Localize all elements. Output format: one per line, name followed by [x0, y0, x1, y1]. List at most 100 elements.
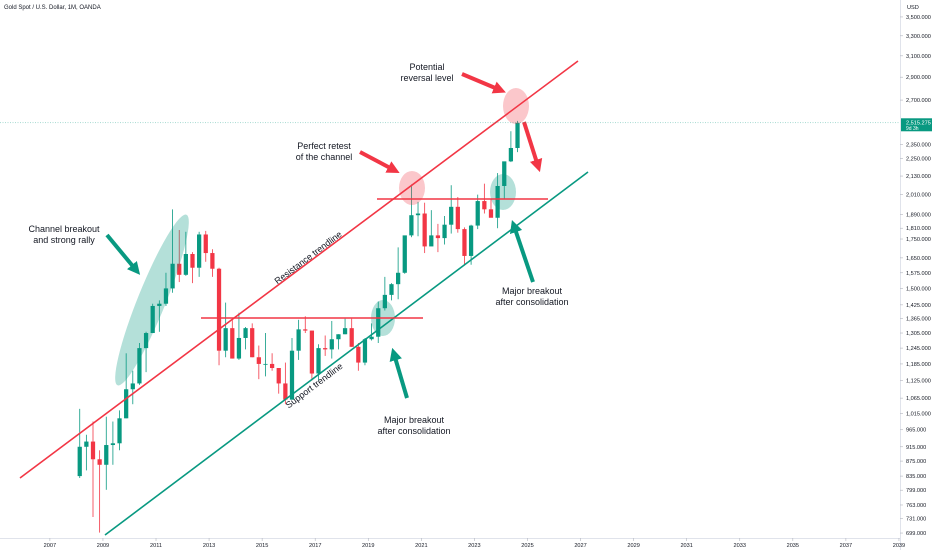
candle-body: [495, 185, 500, 218]
candle-body: [269, 363, 275, 369]
candle-body: [77, 446, 82, 477]
x-tick-label: 2035: [787, 543, 799, 549]
candle-body: [137, 348, 142, 384]
x-tick-label: 2007: [44, 543, 56, 549]
candle-body: [389, 284, 394, 295]
candle-body: [515, 122, 520, 148]
y-tick-label: 965.000: [906, 428, 926, 434]
y-tick-label: 3,100.000: [906, 54, 931, 60]
y-tick-label: 1,890.000: [906, 212, 931, 218]
y-tick-label: 1,125.000: [906, 379, 931, 385]
x-tick-label: 2013: [203, 543, 215, 549]
currency-label: USD: [907, 5, 919, 11]
candle-body: [316, 348, 321, 374]
candle-body: [362, 339, 368, 363]
annotation: of the channel: [296, 152, 353, 162]
candle-body: [263, 363, 268, 365]
y-tick-label: 1,185.000: [906, 362, 931, 368]
candle-body: [382, 294, 387, 309]
candle-body: [197, 234, 202, 268]
x-tick-label: 2019: [362, 543, 374, 549]
y-tick-label: 799.000: [906, 488, 926, 494]
candle-body: [130, 383, 135, 390]
chart-title: Gold Spot / U.S. Dollar, 1M, OANDA: [4, 5, 101, 11]
x-tick-label: 2017: [309, 543, 321, 549]
y-tick-label: 2,250.000: [906, 156, 931, 162]
y-tick-label: 1,425.000: [906, 303, 931, 309]
candle-body: [230, 328, 235, 359]
annotation: Major breakout: [384, 415, 445, 425]
x-tick-label: 2039: [893, 543, 905, 549]
y-tick-label: 1,575.000: [906, 271, 931, 277]
resistance-line: [19, 60, 579, 479]
x-tick-label: 2027: [574, 543, 586, 549]
annotation: and strong rally: [33, 235, 95, 245]
candle-body: [90, 441, 96, 460]
candle-body: [402, 235, 407, 273]
annotation: Channel breakout: [28, 224, 100, 234]
candle-body: [216, 268, 222, 351]
candle-body: [396, 272, 401, 285]
countdown-label: 9d 3h: [906, 126, 919, 132]
annotation: after consolidation: [377, 426, 450, 436]
x-tick-label: 2023: [468, 543, 480, 549]
candle-body: [369, 336, 374, 340]
highlight: [503, 88, 529, 124]
candle-body: [97, 459, 102, 465]
last-price-label: 2,515.275: [906, 120, 931, 126]
candle-body: [104, 445, 109, 465]
candle-body: [356, 346, 361, 363]
annotation: after consolidation: [495, 297, 568, 307]
y-tick-label: 1,500.000: [906, 286, 931, 292]
candle-body: [110, 443, 116, 446]
candle-body: [475, 201, 480, 226]
candle-body: [508, 147, 514, 162]
y-tick-label: 2,010.000: [906, 193, 931, 199]
candle-body: [157, 303, 162, 306]
x-tick-label: 2009: [97, 543, 109, 549]
x-tick-label: 2021: [415, 543, 427, 549]
y-tick-label: 2,350.000: [906, 143, 931, 149]
candle-body: [342, 328, 348, 335]
candle-body: [349, 328, 354, 347]
y-tick-label: 1,365.000: [906, 317, 931, 323]
x-tick-label: 2029: [627, 543, 639, 549]
drawings: [19, 60, 589, 536]
highlight: [490, 174, 516, 210]
highlight: [399, 171, 425, 205]
candle-body: [309, 330, 315, 374]
candle-body: [150, 305, 155, 334]
candle-body: [236, 337, 242, 359]
y-tick-label: 1,810.000: [906, 226, 931, 232]
y-tick-label: 699.000: [906, 531, 926, 537]
candle-body: [336, 334, 341, 340]
candle-body: [250, 328, 255, 358]
candle-body: [449, 206, 454, 225]
y-tick-label: 835.000: [906, 474, 926, 480]
y-tick-label: 2,700.000: [906, 98, 931, 104]
candle-body: [177, 263, 182, 275]
candle-body: [455, 206, 460, 230]
candle-body: [323, 348, 328, 350]
y-tick-label: 3,300.000: [906, 34, 931, 40]
candle-body: [409, 215, 414, 236]
candle-body: [190, 254, 195, 268]
candle-body: [223, 328, 228, 351]
y-tick-label: 1,015.000: [906, 412, 931, 418]
y-tick-label: 731.000: [906, 517, 926, 523]
candle-body: [468, 225, 474, 256]
y-tick-label: 3,500.000: [906, 15, 931, 21]
candle-body: [163, 288, 169, 304]
candle-body: [276, 368, 281, 384]
annotation: reversal level: [400, 73, 453, 83]
candle-body: [183, 254, 188, 275]
y-tick-label: 1,305.000: [906, 331, 931, 337]
candle-body: [435, 235, 441, 239]
candle-body: [143, 333, 149, 349]
arrow: [359, 150, 400, 173]
candle-body: [422, 213, 427, 247]
y-tick-label: 915.000: [906, 445, 926, 451]
